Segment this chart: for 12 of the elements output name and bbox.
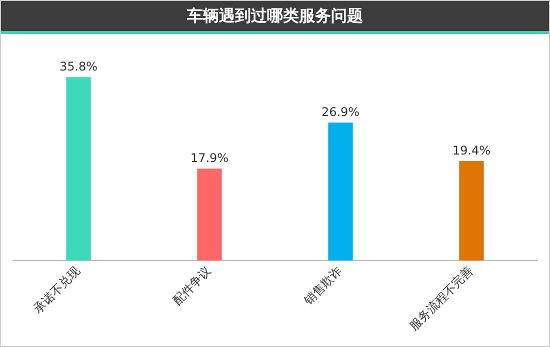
bar [66,77,91,260]
bar [328,122,353,260]
x-tick-label: 销售欺诈 [300,264,345,308]
bar [197,168,222,260]
x-tick-label: 配件争议 [170,264,214,308]
data-label: 17.9% [190,151,229,166]
x-tick-label: 承诺不兑现 [30,264,83,316]
data-label: 35.8% [59,60,98,74]
x-tick-label: 服务流程不完善 [406,264,476,334]
data-label: 26.9% [321,105,360,120]
bar [459,160,484,260]
data-label: 19.4% [452,143,491,158]
